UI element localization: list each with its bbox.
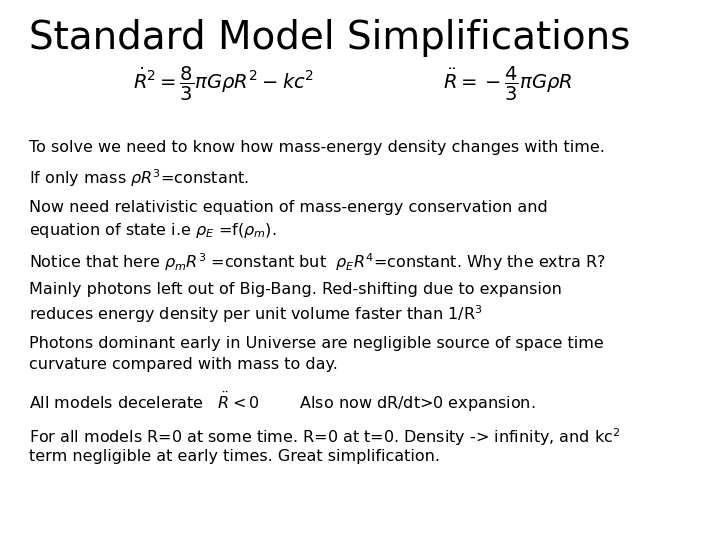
Text: Now need relativistic equation of mass-energy conservation and: Now need relativistic equation of mass-e… <box>29 200 547 215</box>
Text: term negligible at early times. Great simplification.: term negligible at early times. Great si… <box>29 449 440 464</box>
Text: Standard Model Simplifications: Standard Model Simplifications <box>29 19 630 57</box>
Text: For all models R=0 at some time. R=0 at t=0. Density -> infinity, and kc$^2$: For all models R=0 at some time. R=0 at … <box>29 427 620 448</box>
Text: Photons dominant early in Universe are negligible source of space time: Photons dominant early in Universe are n… <box>29 336 603 351</box>
Text: curvature compared with mass to day.: curvature compared with mass to day. <box>29 357 338 373</box>
Text: equation of state i.e $\rho_E$ =f($\rho_m$).: equation of state i.e $\rho_E$ =f($\rho_… <box>29 221 276 240</box>
Text: Notice that here $\rho_m R^3$ =constant but  $\rho_E R^4$=constant. Why the extr: Notice that here $\rho_m R^3$ =constant … <box>29 251 606 273</box>
Text: $\dot{R}^2 = \dfrac{8}{3}\pi G\rho R^2 - kc^2$: $\dot{R}^2 = \dfrac{8}{3}\pi G\rho R^2 -… <box>133 65 315 103</box>
Text: All models decelerate   $\ddot{R} < 0$        Also now dR/dt>0 expansion.: All models decelerate $\ddot{R} < 0$ Als… <box>29 390 535 414</box>
Text: Mainly photons left out of Big-Bang. Red-shifting due to expansion: Mainly photons left out of Big-Bang. Red… <box>29 282 562 297</box>
Text: reduces energy density per unit volume faster than 1/R$^3$: reduces energy density per unit volume f… <box>29 303 482 325</box>
Text: To solve we need to know how mass-energy density changes with time.: To solve we need to know how mass-energy… <box>29 140 605 156</box>
Text: $\ddot{R} = -\dfrac{4}{3}\pi G\rho R$: $\ddot{R} = -\dfrac{4}{3}\pi G\rho R$ <box>443 65 572 103</box>
Text: If only mass $\rho R^3$=constant.: If only mass $\rho R^3$=constant. <box>29 167 248 189</box>
